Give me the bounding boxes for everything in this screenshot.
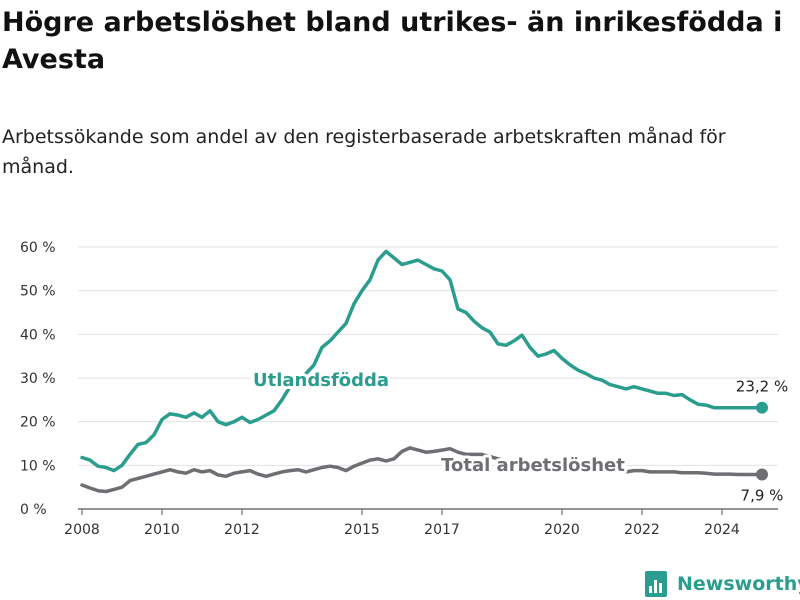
newsworthy-logo: Newsworthy <box>645 569 800 599</box>
y-tick-label: 30 % <box>20 371 56 387</box>
y-tick-label: 60 % <box>20 240 56 256</box>
y-axis-tick-labels: 0 % 10 % 20 % 30 % 40 % 50 % 60 % <box>20 240 56 518</box>
y-tick-label: 40 % <box>20 327 56 343</box>
endpoint-utlandsf-dda <box>756 401 768 414</box>
last-value-label: 23,2 % <box>736 378 788 396</box>
x-tick-label: 2012 <box>224 522 260 538</box>
series-label-utlandsf-dda: Utlandsfödda <box>253 370 389 391</box>
series-line-total-arbetsl-shet <box>80 446 764 494</box>
bar-chart-icon <box>645 571 667 597</box>
y-tick-label: 0 % <box>20 502 47 518</box>
chart-subtitle: Arbetssökande som andel av den registerb… <box>2 126 726 178</box>
x-tick-label: 2015 <box>344 522 380 538</box>
series-lines <box>80 249 764 494</box>
y-tick-label: 50 % <box>20 284 56 300</box>
series-endpoints: 23,2 % Utlandsfödda 7,9 % Total arbetslöshe… <box>250 367 788 505</box>
y-tick-label: 20 % <box>20 415 56 431</box>
x-tick-label: 2010 <box>144 522 180 538</box>
series-label-total-arbetsl-shet: Total arbetslöshet <box>441 455 625 476</box>
endpoint-total-arbetsl-shet <box>756 468 768 481</box>
series-line-utlandsf-dda <box>80 249 764 473</box>
x-tick-label: 2017 <box>424 522 460 538</box>
x-tick-label: 2020 <box>544 522 580 538</box>
x-tick-label: 2008 <box>64 522 100 538</box>
gridlines <box>78 246 778 510</box>
last-value-label: 7,9 % <box>741 487 784 505</box>
brand-name: Newsworthy <box>677 573 800 595</box>
x-axis: 2008 2010 2012 2015 2017 2020 2022 2024 <box>64 509 740 538</box>
chart-title: Högre arbetslöshet bland utrikes- än inr… <box>2 7 783 75</box>
y-tick-label: 10 % <box>20 458 56 474</box>
x-tick-label: 2024 <box>704 522 740 538</box>
x-tick-label: 2022 <box>624 522 660 538</box>
